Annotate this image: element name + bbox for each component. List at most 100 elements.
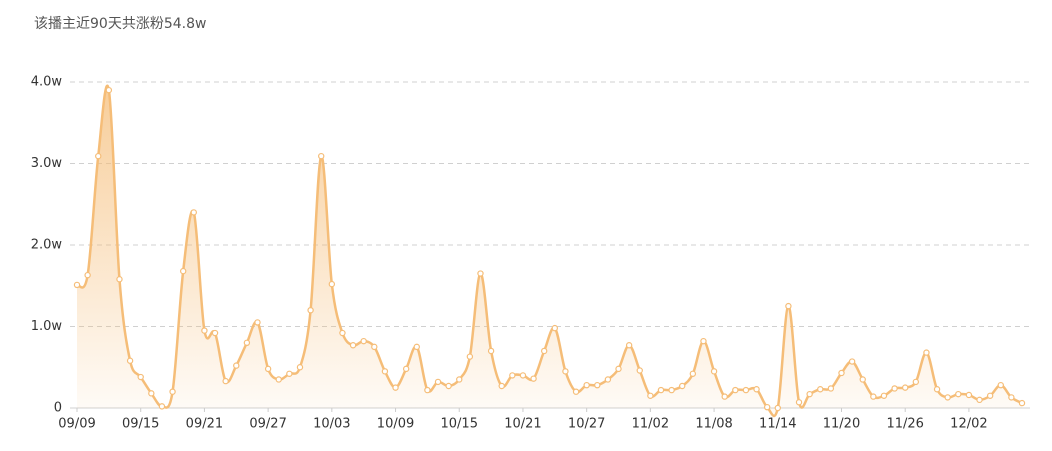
- point: [137, 373, 144, 381]
- x-tick-label: 09/21: [186, 417, 223, 432]
- point: [594, 381, 601, 389]
- point: [657, 386, 665, 394]
- point: [509, 372, 516, 379]
- point: [424, 386, 431, 394]
- point: [732, 386, 739, 394]
- point: [1008, 394, 1015, 401]
- point: [689, 370, 697, 377]
- point: [477, 270, 484, 277]
- y-tick-label: 4.0w: [31, 75, 63, 90]
- point: [742, 386, 750, 394]
- point: [795, 399, 803, 406]
- point: [859, 376, 866, 383]
- point: [753, 386, 760, 393]
- point: [201, 327, 208, 334]
- point: [540, 347, 548, 355]
- point: [498, 382, 505, 390]
- point: [434, 378, 442, 386]
- point: [413, 343, 420, 351]
- point: [955, 390, 962, 398]
- area-fill: [77, 85, 1022, 416]
- x-tick-label: 10/09: [377, 417, 414, 432]
- point: [126, 357, 134, 364]
- point: [625, 342, 633, 349]
- point: [785, 302, 792, 310]
- point: [286, 370, 293, 377]
- x-tick-label: 09/09: [58, 417, 95, 432]
- x-tick-label: 11/02: [632, 417, 669, 432]
- x-tick-label: 11/14: [759, 417, 796, 432]
- point: [806, 390, 813, 398]
- point: [296, 364, 304, 371]
- point: [339, 329, 346, 337]
- point: [519, 372, 527, 379]
- point: [456, 376, 463, 383]
- point: [891, 385, 898, 392]
- point: [710, 368, 718, 375]
- point: [615, 365, 622, 373]
- point: [965, 391, 973, 399]
- point: [668, 386, 675, 394]
- point: [997, 381, 1004, 389]
- point: [700, 337, 707, 345]
- point: [870, 393, 877, 400]
- x-tick-label: 10/03: [313, 417, 350, 432]
- point: [105, 86, 113, 94]
- point: [328, 280, 336, 288]
- point: [116, 276, 123, 283]
- point: [933, 386, 941, 393]
- point: [986, 392, 994, 399]
- x-tick-label: 11/26: [886, 417, 923, 432]
- x-tick-label: 10/21: [504, 417, 541, 432]
- point: [763, 403, 771, 411]
- point: [679, 382, 686, 390]
- point: [827, 385, 835, 392]
- point: [976, 396, 983, 404]
- point: [604, 376, 612, 383]
- point: [944, 394, 951, 401]
- point: [647, 392, 654, 399]
- x-tick-label: 09/27: [249, 417, 286, 432]
- point: [572, 388, 580, 395]
- point: [360, 337, 367, 345]
- point: [371, 343, 378, 351]
- y-tick-label: 0: [54, 401, 62, 416]
- point: [381, 368, 389, 375]
- point: [222, 377, 229, 385]
- point: [562, 368, 569, 375]
- point: [912, 378, 920, 386]
- point: [179, 267, 187, 275]
- point: [211, 329, 219, 337]
- point: [902, 384, 909, 391]
- point: [254, 319, 261, 326]
- point: [551, 324, 559, 332]
- point: [243, 339, 251, 346]
- x-tick-label: 11/20: [823, 417, 860, 432]
- point: [84, 271, 91, 279]
- point: [158, 403, 166, 410]
- x-tick-label: 10/15: [441, 417, 478, 432]
- point: [349, 342, 357, 349]
- point: [636, 367, 643, 374]
- point: [880, 392, 888, 399]
- point: [169, 388, 176, 395]
- chart-title: 该播主近90天共涨粉54.8w: [34, 16, 206, 32]
- point: [190, 209, 197, 216]
- point: [275, 376, 282, 383]
- point: [530, 375, 537, 382]
- y-tick-label: 1.0w: [31, 319, 63, 334]
- point: [1018, 399, 1026, 407]
- x-tick-label: 09/15: [122, 417, 159, 432]
- point: [392, 384, 399, 391]
- point: [838, 369, 845, 377]
- point: [923, 349, 930, 356]
- x-tick-label: 12/02: [950, 417, 987, 432]
- point: [848, 358, 856, 365]
- point: [774, 404, 781, 412]
- point: [487, 347, 495, 355]
- point: [307, 307, 314, 314]
- x-tick-label: 10/27: [568, 417, 605, 432]
- point: [148, 390, 155, 397]
- point: [583, 381, 590, 389]
